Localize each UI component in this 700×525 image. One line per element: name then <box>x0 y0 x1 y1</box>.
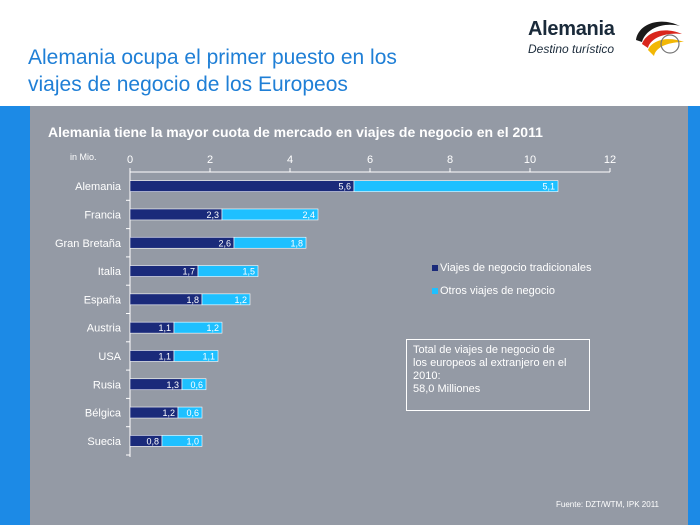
chart-panel <box>0 106 700 525</box>
bar-other <box>221 208 319 221</box>
value-label-traditional: 1,7 <box>182 267 195 277</box>
chart-legend: Viajes de negocio tradicionales Otros vi… <box>432 262 592 308</box>
brand-block: Alemania Destino turístico <box>528 18 628 56</box>
x-tick-label: 0 <box>127 154 133 166</box>
value-label-other: 5,1 <box>542 182 555 192</box>
bar-traditional <box>129 180 355 192</box>
value-label-other: 0,6 <box>190 380 203 390</box>
slide-header: Alemania ocupa el primer puesto en los v… <box>0 0 700 106</box>
value-label-traditional: 2,6 <box>218 238 231 248</box>
brand-logo-icon <box>636 21 684 56</box>
bar-other <box>173 350 219 362</box>
bar-other <box>177 406 203 419</box>
bar-other <box>161 435 203 447</box>
category-label: España <box>84 294 122 306</box>
category-label: USA <box>98 351 121 363</box>
category-label: Gran Bretaña <box>55 238 122 250</box>
bar-other <box>197 265 259 277</box>
total-annotation-line-3: 2010: <box>413 370 441 382</box>
value-label-other: 1,2 <box>234 295 247 305</box>
value-label-traditional: 1,3 <box>166 380 179 390</box>
legend-label-other: Otros viajes de negocio <box>440 285 555 297</box>
brand-tagline: Destino turístico <box>528 42 615 56</box>
bar-other <box>181 378 207 391</box>
category-label: Bélgica <box>85 408 122 420</box>
value-label-other: 1,5 <box>242 267 255 277</box>
chart-title: Alemania tiene la mayor cuota de mercado… <box>48 124 543 140</box>
value-label-other: 1,0 <box>186 436 199 446</box>
category-label: Rusia <box>93 379 122 391</box>
brand-name: Alemania <box>528 18 615 40</box>
x-tick-label: 4 <box>287 154 293 166</box>
value-label-traditional: 1,1 <box>158 351 171 361</box>
bar-other <box>233 236 307 249</box>
value-label-other: 0,6 <box>186 408 199 418</box>
bar-other <box>353 180 559 192</box>
bar-other <box>201 293 251 306</box>
legend-item-traditional: Viajes de negocio tradicionales <box>432 262 592 275</box>
value-label-other: 1,8 <box>290 238 303 248</box>
left-accent-bar <box>0 106 30 525</box>
category-label: Francia <box>84 209 122 221</box>
right-accent-bar <box>688 106 700 525</box>
slide-title: Alemania ocupa el primer puesto en los v… <box>28 44 498 98</box>
x-tick-label: 2 <box>207 154 213 166</box>
category-label: Suecia <box>87 436 122 448</box>
x-tick-label: 6 <box>367 154 373 166</box>
x-tick-label: 8 <box>447 154 453 166</box>
slide-title-line-2: viajes de negocio de los Europeos <box>28 73 348 96</box>
legend-swatch-traditional <box>432 265 438 271</box>
total-annotation-line-2: los europeos al extranjero en el <box>413 357 567 369</box>
total-annotation-line-4: 58,0 Milliones <box>413 383 481 395</box>
unit-label: in Mio. <box>70 152 97 162</box>
value-label-other: 2,4 <box>302 210 315 220</box>
category-label: Austria <box>87 323 122 335</box>
value-label-other: 1,1 <box>202 351 215 361</box>
category-label: Alemania <box>75 181 122 193</box>
value-label-traditional: 0,8 <box>146 436 159 446</box>
x-tick-label: 12 <box>604 154 616 166</box>
bar-other <box>173 321 223 334</box>
total-annotation-box: Total de viajes de negocio de los europe… <box>406 339 590 411</box>
value-label-traditional: 1,2 <box>162 408 175 418</box>
legend-item-other: Otros viajes de negocio <box>432 285 592 298</box>
category-label: Italia <box>98 266 122 278</box>
value-label-other: 1,2 <box>206 323 219 333</box>
value-label-traditional: 1,8 <box>186 295 199 305</box>
legend-label-traditional: Viajes de negocio tradicionales <box>440 262 592 274</box>
value-label-traditional: 2,3 <box>206 210 219 220</box>
x-tick-label: 10 <box>524 154 536 166</box>
value-label-traditional: 1,1 <box>158 323 171 333</box>
total-annotation-line-1: Total de viajes de negocio de <box>413 344 555 356</box>
slide-title-line-1: Alemania ocupa el primer puesto en los <box>28 46 397 69</box>
source-note: Fuente: DZT/WTM, IPK 2011 <box>556 500 659 509</box>
legend-swatch-other <box>432 288 438 294</box>
value-label-traditional: 5,6 <box>338 182 351 192</box>
